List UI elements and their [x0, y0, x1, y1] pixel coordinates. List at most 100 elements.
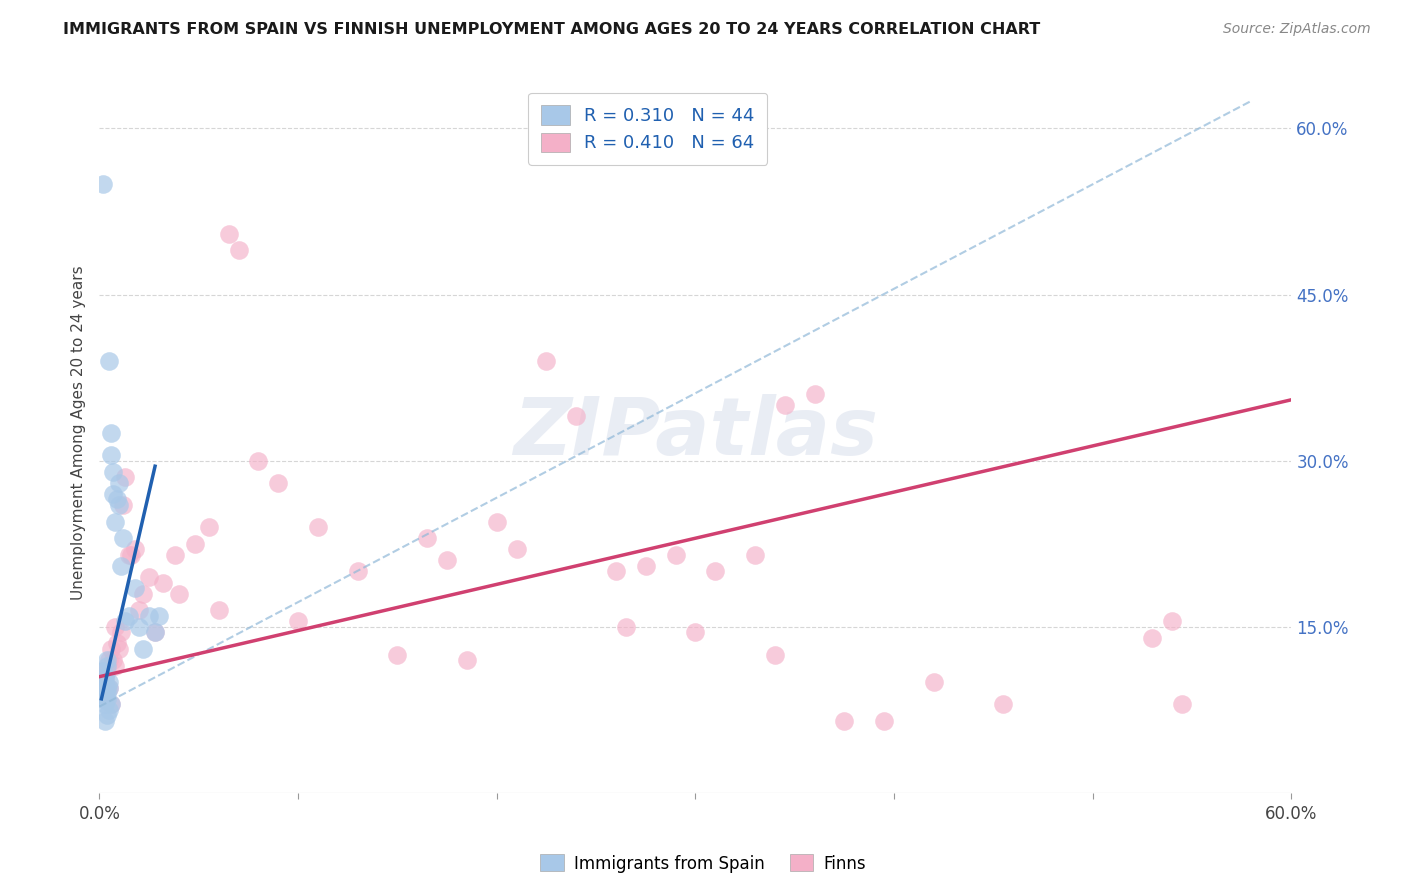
- Point: [108, 475, 131, 490]
- Point: [93, 177, 115, 191]
- Point: [90, 686, 112, 700]
- Point: [505, 542, 527, 557]
- Point: [118, 608, 141, 623]
- Point: [100, 425, 122, 440]
- Point: [120, 548, 142, 562]
- Point: [93, 675, 115, 690]
- Point: [90, 681, 112, 695]
- Point: [163, 548, 186, 562]
- Point: [98, 354, 121, 368]
- Point: [167, 586, 190, 600]
- Point: [96, 686, 118, 700]
- Point: [94, 670, 117, 684]
- Point: [773, 398, 796, 412]
- Point: [1171, 698, 1194, 712]
- Point: [114, 470, 136, 484]
- Point: [100, 448, 122, 462]
- Point: [93, 681, 115, 695]
- Point: [103, 465, 125, 479]
- Point: [565, 409, 588, 424]
- Point: [536, 354, 558, 368]
- Point: [1142, 631, 1164, 645]
- Point: [922, 675, 945, 690]
- Point: [100, 642, 122, 657]
- Point: [456, 653, 478, 667]
- Point: [94, 686, 117, 700]
- Point: [98, 653, 121, 667]
- Point: [104, 515, 127, 529]
- Point: [105, 492, 128, 507]
- Point: [98, 703, 121, 717]
- Point: [228, 244, 250, 258]
- Point: [103, 653, 125, 667]
- Point: [93, 686, 115, 700]
- Point: [100, 698, 122, 712]
- Point: [132, 586, 155, 600]
- Point: [124, 581, 146, 595]
- Point: [108, 498, 131, 512]
- Point: [90, 681, 112, 695]
- Point: [138, 570, 160, 584]
- Point: [128, 603, 150, 617]
- Point: [110, 558, 132, 573]
- Point: [614, 620, 637, 634]
- Point: [1161, 615, 1184, 629]
- Point: [287, 615, 309, 629]
- Point: [96, 681, 118, 695]
- Point: [143, 625, 166, 640]
- Point: [94, 714, 117, 728]
- Legend: R = 0.310   N = 44, R = 0.410   N = 64: R = 0.310 N = 44, R = 0.410 N = 64: [529, 93, 768, 165]
- Text: ZIPatlas: ZIPatlas: [513, 394, 877, 472]
- Point: [834, 714, 856, 728]
- Point: [93, 691, 115, 706]
- Point: [98, 681, 121, 695]
- Point: [436, 553, 458, 567]
- Point: [873, 714, 896, 728]
- Point: [218, 227, 240, 241]
- Point: [143, 625, 166, 640]
- Point: [108, 642, 131, 657]
- Point: [128, 620, 150, 634]
- Point: [685, 625, 707, 640]
- Point: [104, 658, 127, 673]
- Point: [197, 520, 219, 534]
- Point: [94, 691, 117, 706]
- Point: [416, 531, 439, 545]
- Point: [118, 548, 141, 562]
- Point: [634, 558, 657, 573]
- Point: [104, 620, 127, 634]
- Text: Source: ZipAtlas.com: Source: ZipAtlas.com: [1223, 22, 1371, 37]
- Point: [96, 664, 118, 678]
- Point: [112, 531, 135, 545]
- Point: [93, 664, 115, 678]
- Point: [763, 648, 786, 662]
- Point: [105, 636, 128, 650]
- Point: [346, 565, 368, 579]
- Point: [132, 642, 155, 657]
- Point: [94, 670, 117, 684]
- Point: [100, 698, 122, 712]
- Point: [94, 686, 117, 700]
- Point: [96, 691, 118, 706]
- Point: [96, 658, 118, 673]
- Point: [94, 675, 117, 690]
- Point: [704, 565, 727, 579]
- Point: [993, 698, 1015, 712]
- Y-axis label: Unemployment Among Ages 20 to 24 years: Unemployment Among Ages 20 to 24 years: [72, 266, 86, 600]
- Point: [744, 548, 766, 562]
- Point: [96, 681, 118, 695]
- Point: [93, 675, 115, 690]
- Point: [98, 681, 121, 695]
- Point: [307, 520, 329, 534]
- Point: [148, 608, 170, 623]
- Point: [664, 548, 686, 562]
- Point: [485, 515, 508, 529]
- Point: [112, 498, 135, 512]
- Point: [138, 608, 160, 623]
- Point: [110, 625, 132, 640]
- Point: [124, 542, 146, 557]
- Point: [267, 475, 290, 490]
- Point: [114, 615, 136, 629]
- Point: [184, 537, 207, 551]
- Point: [803, 387, 825, 401]
